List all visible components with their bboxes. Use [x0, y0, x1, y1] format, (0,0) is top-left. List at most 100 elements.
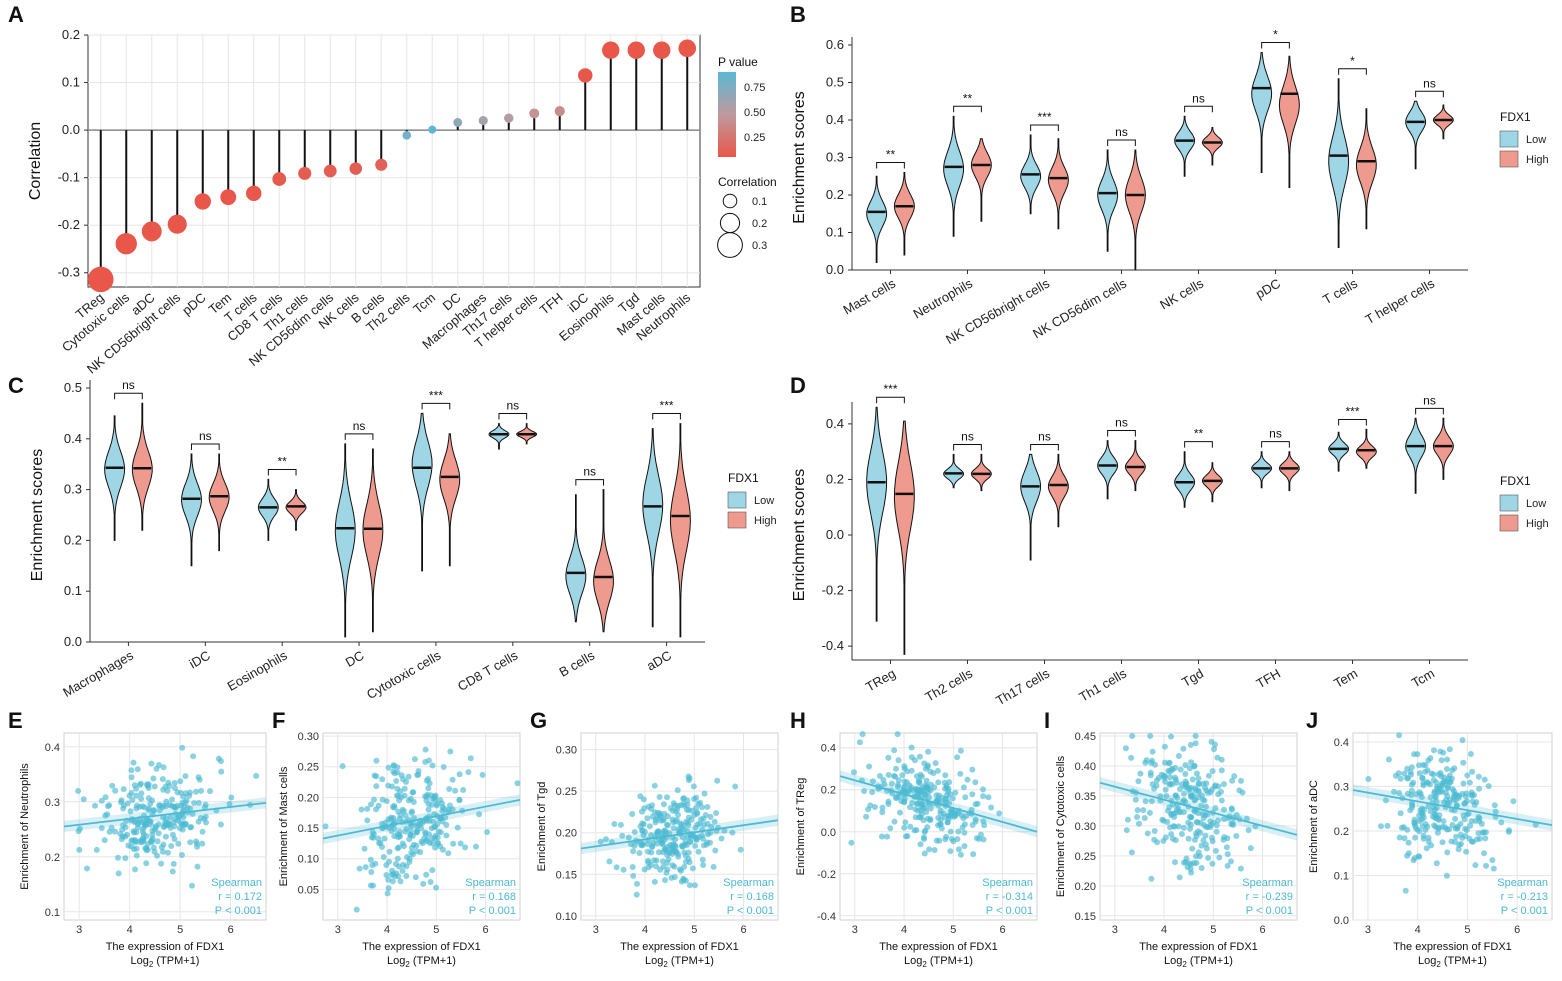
panel-c-legend-high-label: High — [754, 515, 777, 527]
panel-d-ytick-label: 0.2 — [826, 471, 844, 486]
panel-d-xtick-label: Tem — [1331, 666, 1360, 691]
panel-e-data-point — [102, 812, 109, 819]
panel-g-data-point — [710, 863, 717, 870]
panel-i-data-point — [1224, 851, 1231, 858]
panel-e-data-point — [175, 840, 182, 847]
panel-i-data-point — [1201, 797, 1208, 804]
panel-h-data-point — [914, 786, 921, 793]
panel-c-xtick-label: iDC — [187, 648, 213, 672]
panel-c-violin-high — [439, 433, 461, 567]
panel-e-data-point — [151, 848, 158, 855]
panel-i-data-point — [1233, 833, 1240, 839]
panel-f-data-point — [414, 827, 421, 834]
panel-f-data-point — [460, 787, 467, 793]
panel-j-data-point — [1449, 786, 1456, 793]
panel-f-data-point — [399, 868, 406, 874]
panel-j-data-point — [1459, 790, 1466, 797]
panel-e-data-point — [193, 838, 199, 845]
panel-h-data-point — [955, 846, 962, 853]
panel-j-data-point — [1437, 770, 1444, 776]
panel-f-data-point — [386, 858, 392, 865]
panel-g-data-point — [685, 814, 692, 821]
panel-i-data-point — [1202, 841, 1209, 848]
panel-b-sig-label: ns — [1115, 125, 1128, 139]
panel-b-violin-low — [1174, 115, 1196, 177]
panel-f-data-point — [418, 838, 425, 845]
panel-f-data-point — [353, 906, 360, 913]
panel-j-stat-r: r = -0.213 — [1501, 891, 1548, 903]
panel-j-data-point — [1461, 800, 1468, 807]
panel-j-data-point — [1463, 848, 1470, 855]
panel-i-data-point — [1218, 767, 1225, 774]
panel-i-data-point — [1177, 786, 1183, 792]
panel-g-scatter-chart: G 3 4 5 6 0.10 0.15 0.20 0.25 0.30 Spearman r = 0.1… — [530, 708, 779, 969]
panel-e-xlabel-log: Log — [131, 955, 149, 967]
panel-i-data-point — [1247, 845, 1254, 852]
panel-g-data-point — [668, 874, 675, 881]
panel-j-data-point — [1446, 746, 1453, 753]
panel-j-data-point — [1430, 804, 1437, 811]
panel-e-data-point — [182, 773, 189, 780]
panel-e-data-point — [150, 775, 157, 782]
panel-e-data-point — [149, 831, 156, 838]
panel-a-point — [529, 108, 540, 119]
panel-d-violin-low — [1097, 440, 1119, 500]
panel-g-data-point — [646, 823, 653, 830]
panel-i-ytick-label: 0.40 — [1075, 761, 1096, 773]
panel-g-data-point — [690, 783, 697, 790]
panel-e-data-point — [196, 776, 203, 783]
panel-a-colorbar-tick-label: 0.50 — [744, 107, 765, 119]
panel-h-data-point — [856, 739, 863, 746]
panel-e-data-point — [159, 776, 166, 783]
panel-f-data-point — [426, 780, 433, 787]
panel-j-data-point — [1476, 835, 1483, 842]
panel-j-xtick-label: 5 — [1464, 924, 1470, 936]
panel-j-data-point — [1405, 839, 1412, 846]
panel-c-xtick-label: Cytotoxic cells — [364, 647, 444, 702]
panel-e-data-point — [156, 802, 162, 809]
panel-i-scatter-chart: I 3 4 5 6 0.15 0.20 0.25 0.30 0.35 0.40 0.45 Spearma… — [1044, 708, 1298, 969]
panel-e-data-point — [195, 799, 202, 806]
panel-j-data-point — [1428, 842, 1435, 849]
panel-i-data-point — [1162, 786, 1169, 793]
panel-a-size-legend-circle — [722, 193, 738, 209]
panel-i-data-point — [1160, 817, 1167, 824]
panel-c-ytick-label: 0.2 — [64, 532, 82, 547]
panel-e-data-point — [202, 801, 209, 808]
panel-e-data-point — [98, 825, 105, 831]
panel-j-data-point — [1431, 788, 1438, 795]
panel-j-data-point — [1476, 785, 1483, 792]
panel-j-data-point — [1465, 810, 1472, 817]
panel-e-data-point — [141, 804, 148, 811]
panel-h-data-point — [927, 805, 934, 812]
panel-j-data-point — [1464, 772, 1471, 779]
panel-a-lollipop-chart: A-0.3-0.2-0.10.00.10.2CorrelationTRegCyt… — [8, 2, 777, 377]
panel-c-ylabel: Enrichment scores — [29, 449, 46, 582]
panel-g-data-point — [729, 829, 736, 836]
panel-h-data-point — [963, 813, 970, 820]
panel-g-data-point — [660, 863, 667, 870]
panel-h-xlabel-log: Log — [904, 955, 922, 967]
panel-b-xtick-label: Mast cells — [840, 275, 898, 317]
panel-j-data-point — [1401, 835, 1408, 842]
panel-j-xlabel-subscript: 2 — [1436, 960, 1441, 969]
panel-a-point — [402, 131, 412, 140]
panel-j-data-point — [1463, 827, 1470, 834]
panel-h-data-point — [941, 814, 948, 821]
panel-h-data-point — [985, 794, 992, 801]
panel-j-data-point — [1408, 764, 1415, 771]
panel-f-data-point — [400, 776, 406, 783]
panel-a-point — [375, 158, 388, 171]
panel-g-data-point — [685, 773, 692, 780]
panel-h-data-point — [934, 767, 941, 774]
panel-i-data-point — [1151, 828, 1158, 834]
panel-i-data-point — [1182, 771, 1189, 777]
panel-b-violin-low — [943, 115, 964, 237]
panel-f-scatter-chart: F 3 4 5 6 0.05 0.10 0.15 0.20 0.25 0.30 Spearman r =… — [272, 708, 521, 969]
panel-i-data-point — [1175, 823, 1182, 830]
panel-f-data-point — [384, 890, 391, 897]
panel-f-data-point — [425, 785, 432, 792]
panel-h-data-point — [885, 754, 892, 761]
panel-i-data-point — [1137, 770, 1144, 777]
panel-g-data-point — [662, 846, 669, 853]
